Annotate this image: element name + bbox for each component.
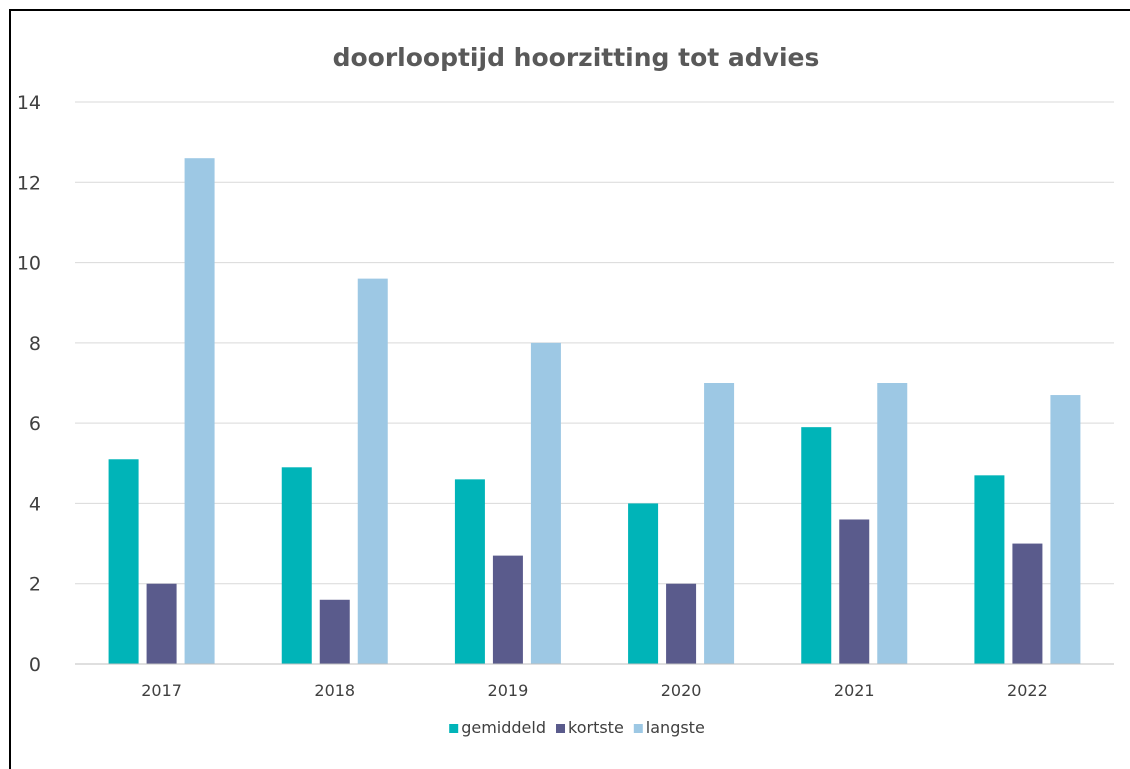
bar-kortste-2018: [319, 599, 350, 664]
bar-kortste-2019: [492, 555, 523, 664]
x-tick-label-2021: 2021: [834, 681, 875, 700]
bar-kortste-2021: [839, 519, 870, 664]
x-tick-label-2020: 2020: [661, 681, 702, 700]
bar-langste-2020: [704, 383, 735, 664]
legend: gemiddeld kortste langste: [449, 718, 705, 737]
bar-gemiddeld-2019: [454, 479, 485, 664]
legend-label-kortste: kortste: [568, 718, 624, 737]
y-tick-label-3: 6: [29, 413, 41, 435]
y-tick-label-4: 8: [29, 333, 41, 355]
legend-swatch-langste: [633, 724, 643, 733]
legend-swatch-gemiddeld: [449, 724, 459, 733]
bar-langste-2017: [184, 158, 215, 664]
y-tick-label-2: 4: [29, 493, 41, 515]
x-tick-label-2019: 2019: [488, 681, 529, 700]
legend-label-gemiddeld: gemiddeld: [461, 718, 546, 737]
chart-title: doorlooptijd hoorzitting tot advies: [333, 43, 820, 72]
y-axis-ticks: 0 2 4 6 8 10 12 14: [17, 92, 41, 676]
y-tick-label-5: 10: [17, 253, 41, 275]
bar-langste-2018: [357, 278, 388, 664]
x-tick-label-2018: 2018: [314, 681, 355, 700]
bar-gemiddeld-2020: [628, 503, 659, 664]
chart-frame: doorlooptijd hoorzitting tot advies 0 2 4 6…: [9, 9, 1130, 769]
legend-swatch-kortste: [556, 724, 565, 733]
x-tick-label-2017: 2017: [141, 681, 182, 700]
bar-langste-2021: [877, 383, 908, 664]
y-tick-label-7: 14: [17, 92, 41, 114]
bar-langste-2019: [530, 342, 561, 664]
y-tick-label-6: 12: [17, 172, 41, 194]
bar-gemiddeld-2017: [108, 459, 139, 664]
x-axis-ticks: 2017 2018 2019 2020 2021 2022: [141, 681, 1048, 700]
bar-kortste-2022: [1012, 543, 1043, 664]
bar-gemiddeld-2021: [801, 427, 832, 664]
bar-gemiddeld-2022: [974, 475, 1005, 664]
y-tick-label-1: 2: [29, 574, 41, 596]
gridlines: [75, 101, 1114, 585]
bar-kortste-2020: [666, 583, 697, 664]
y-tick-label-0: 0: [29, 654, 41, 676]
bars: [108, 158, 1081, 664]
x-tick-label-2022: 2022: [1007, 681, 1048, 700]
bar-chart: doorlooptijd hoorzitting tot advies 0 2 4 6…: [17, 43, 1114, 737]
bar-langste-2022: [1050, 395, 1081, 664]
bar-gemiddeld-2018: [281, 467, 312, 664]
legend-label-langste: langste: [646, 718, 705, 737]
bar-kortste-2017: [146, 583, 177, 664]
